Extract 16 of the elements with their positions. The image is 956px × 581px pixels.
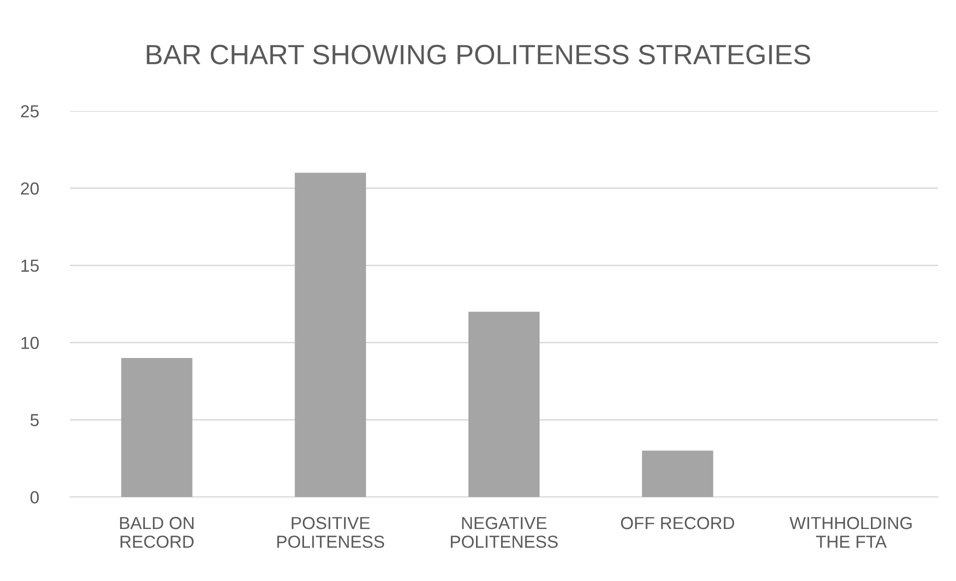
x-tick-label: WITHHOLDING THE FTA (790, 516, 912, 548)
x-tick-label: OFF RECORD (621, 516, 734, 530)
x-tick-label: NEGATIVE POLITENESS (450, 516, 558, 548)
y-tick-label: 15 (21, 260, 39, 272)
x-tick-label: BALD ON RECORD (120, 516, 194, 548)
y-tick-label: 5 (30, 414, 39, 426)
bar (468, 312, 540, 497)
bar (121, 358, 192, 497)
chart-title: BAR CHART SHOWING POLITENESS STRATEGIES (146, 44, 810, 64)
y-tick-label: 10 (21, 336, 39, 350)
y-tick-label: 0 (30, 491, 39, 504)
bar (642, 450, 714, 497)
y-tick-label: 20 (21, 182, 39, 195)
bar (294, 172, 366, 497)
y-tick-label: 25 (21, 105, 39, 118)
x-tick-label: POSITIVE POLITENESS (277, 516, 384, 548)
